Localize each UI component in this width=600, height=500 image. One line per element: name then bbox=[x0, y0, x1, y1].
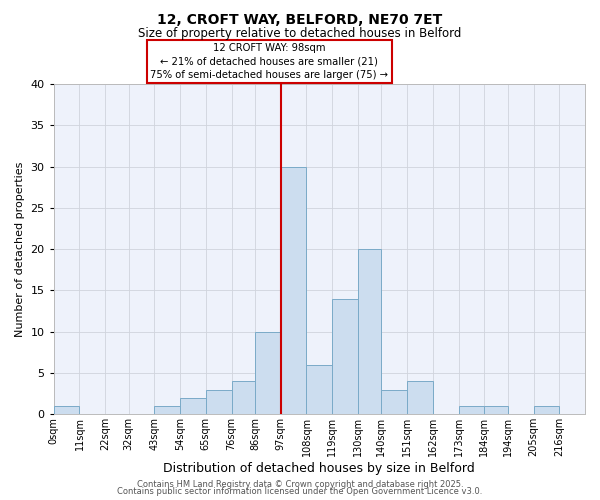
Bar bbox=[358, 249, 382, 414]
Bar bbox=[332, 298, 358, 414]
Text: 12 CROFT WAY: 98sqm
← 21% of detached houses are smaller (21)
75% of semi-detach: 12 CROFT WAY: 98sqm ← 21% of detached ho… bbox=[150, 44, 388, 80]
Bar bbox=[407, 382, 433, 414]
Text: Contains public sector information licensed under the Open Government Licence v3: Contains public sector information licen… bbox=[118, 488, 482, 496]
Bar bbox=[180, 398, 206, 414]
Bar bbox=[307, 364, 332, 414]
Bar bbox=[533, 406, 559, 414]
Text: Contains HM Land Registry data © Crown copyright and database right 2025.: Contains HM Land Registry data © Crown c… bbox=[137, 480, 463, 489]
Bar bbox=[232, 382, 255, 414]
Bar bbox=[206, 390, 232, 414]
Bar bbox=[255, 332, 281, 414]
Text: 12, CROFT WAY, BELFORD, NE70 7ET: 12, CROFT WAY, BELFORD, NE70 7ET bbox=[157, 12, 443, 26]
Text: Size of property relative to detached houses in Belford: Size of property relative to detached ho… bbox=[139, 28, 461, 40]
X-axis label: Distribution of detached houses by size in Belford: Distribution of detached houses by size … bbox=[163, 462, 475, 475]
Bar bbox=[154, 406, 180, 414]
Bar bbox=[281, 166, 307, 414]
Bar bbox=[484, 406, 508, 414]
Y-axis label: Number of detached properties: Number of detached properties bbox=[15, 162, 25, 337]
Bar bbox=[382, 390, 407, 414]
Bar bbox=[458, 406, 484, 414]
Bar bbox=[54, 406, 79, 414]
